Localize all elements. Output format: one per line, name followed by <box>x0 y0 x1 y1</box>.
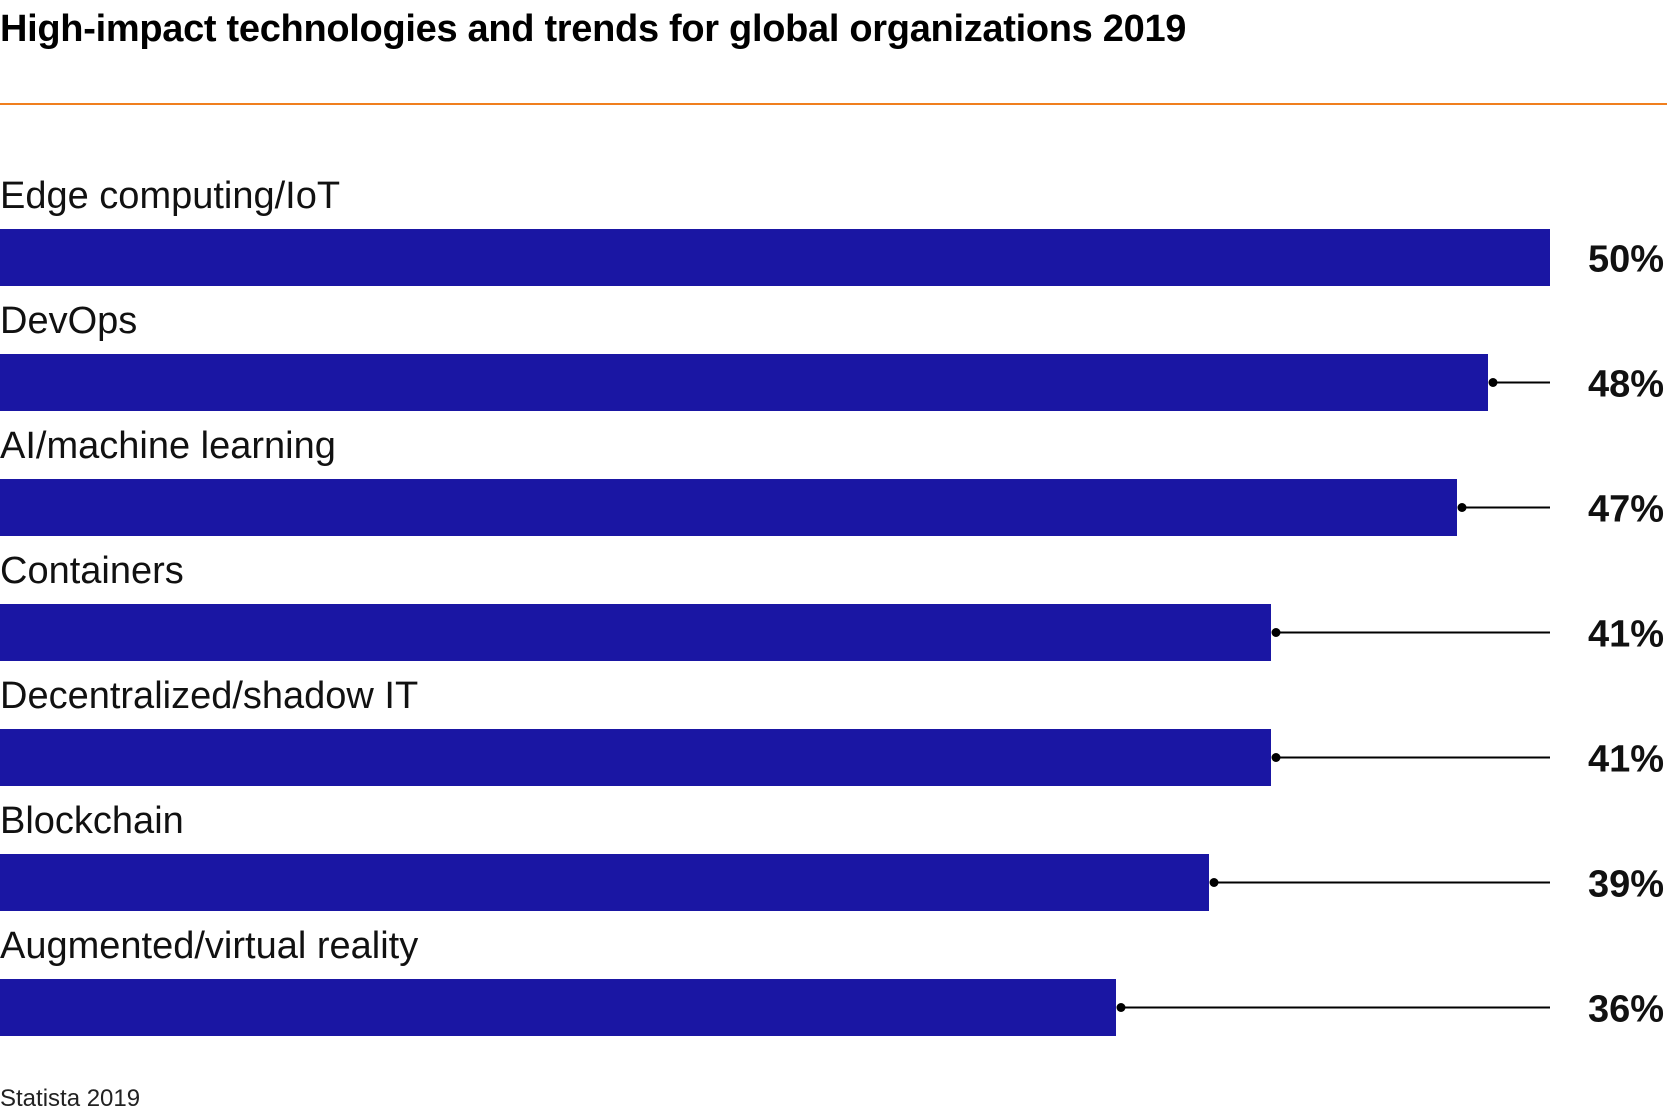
leader-dot <box>1271 753 1281 762</box>
category-label: Blockchain <box>0 800 184 842</box>
category-label: Edge computing/IoT <box>0 175 340 217</box>
bar <box>0 729 1271 786</box>
value-label: 47% <box>1588 489 1664 531</box>
category-label: Containers <box>0 550 184 592</box>
category-label: DevOps <box>0 300 137 342</box>
title-divider <box>0 103 1667 105</box>
source-note: Statista 2019 <box>0 1085 141 1112</box>
category-label: Decentralized/shadow IT <box>0 675 418 717</box>
bar <box>0 479 1457 536</box>
leader-dot <box>1116 1003 1126 1012</box>
leader-dot <box>1271 628 1281 637</box>
leader-dot <box>1457 503 1467 512</box>
value-label: 41% <box>1588 614 1664 656</box>
leader-dot <box>1488 378 1498 387</box>
bar <box>0 604 1271 661</box>
category-label: Augmented/virtual reality <box>0 925 418 967</box>
value-label: 48% <box>1588 364 1664 406</box>
value-label: 41% <box>1588 739 1664 781</box>
bar <box>0 354 1488 411</box>
value-label: 36% <box>1588 989 1664 1031</box>
bar <box>0 854 1209 911</box>
category-label: AI/machine learning <box>0 425 336 467</box>
bar <box>0 979 1116 1036</box>
leader-dot <box>1209 878 1219 887</box>
value-label: 39% <box>1588 864 1664 906</box>
bar <box>0 229 1550 286</box>
value-label: 50% <box>1588 239 1664 281</box>
chart-title: High-impact technologies and trends for … <box>0 8 1187 50</box>
